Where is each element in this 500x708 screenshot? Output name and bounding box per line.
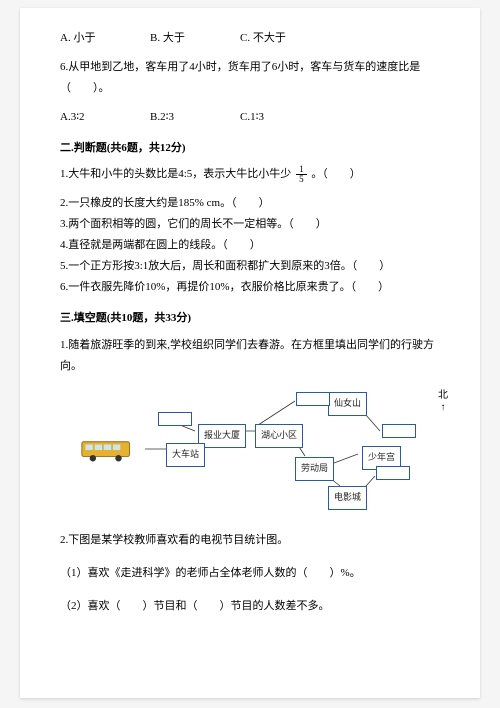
section-3-title: 三.填空题(共10题，共33分) bbox=[60, 308, 440, 329]
opt-text: 不大于 bbox=[253, 32, 286, 44]
judge-1: 1.大牛和小牛的头数比是4:5，表示大牛比小牛少 1 5 。（ ） bbox=[60, 164, 440, 185]
north-label: 北 bbox=[438, 390, 448, 402]
node-dianying: 电影城 bbox=[328, 486, 367, 509]
blank-box bbox=[382, 424, 416, 438]
fill-2-1: （1）喜欢《走进科学》的老师占全体老师人数的（ ）%。 bbox=[60, 563, 440, 584]
judge-3: 3.两个面积相等的圆，它们的周长不一定相等。（ ） bbox=[60, 214, 440, 235]
q5-opt-c: C. 不大于 bbox=[240, 28, 330, 49]
q6-text: 6.从甲地到乙地，客车用了4小时，货车用了6小时，客车与货车的速度比是（ ）。 bbox=[60, 57, 440, 99]
judge-4: 4.直径就是两端都在圆上的线段。（ ） bbox=[60, 235, 440, 256]
j1-pre: 1.大牛和小牛的头数比是4:5，表示大牛比小牛少 bbox=[60, 168, 291, 180]
j1-post: 。（ ） bbox=[311, 168, 361, 180]
section-2-title: 二.判断题(共6题，共12分) bbox=[60, 138, 440, 159]
node-laodong: 劳动局 bbox=[295, 457, 334, 480]
fill-2: 2.下图是某学校教师喜欢看的电视节目统计图。 bbox=[60, 530, 440, 551]
page: A. 小于 B. 大于 C. 不大于 6.从甲地到乙地，客车用了4小时，货车用了… bbox=[20, 8, 480, 698]
node-xiannv: 仙女山 bbox=[328, 392, 367, 415]
opt-text: 小于 bbox=[73, 32, 95, 44]
q6-opt-b: B.2∶3 bbox=[150, 107, 240, 128]
q5-options: A. 小于 B. 大于 C. 不大于 bbox=[60, 28, 440, 49]
opt-label: A. bbox=[60, 32, 71, 44]
blank-box bbox=[158, 412, 192, 426]
blank-box bbox=[296, 392, 330, 406]
node-baoye: 报业大厦 bbox=[198, 424, 246, 447]
north-arrow-icon: ↑ bbox=[438, 402, 448, 414]
opt-text: 大于 bbox=[163, 32, 185, 44]
judge-5: 5.一个正方形按3:1放大后，周长和面积都扩大到原来的3倍。（ ） bbox=[60, 256, 440, 277]
bus-icon bbox=[80, 436, 135, 472]
judge-6: 6.一件衣服先降价10%，再提价10%，衣服价格比原来贵了。（ ） bbox=[60, 277, 440, 298]
q5-opt-a: A. 小于 bbox=[60, 28, 150, 49]
q6-opt-c: C.1∶3 bbox=[240, 107, 330, 128]
north-indicator: 北 ↑ bbox=[438, 390, 448, 414]
fill-1: 1.随着旅游旺季的到来,学校组织同学们去春游。在方框里填出同学们的行驶方向。 bbox=[60, 335, 440, 377]
judge-2: 2.一只橡皮的长度大约是185% cm。（ ） bbox=[60, 193, 440, 214]
map-diagram: 仙女山 报业大厦 湖心小区 大车站 劳动局 少年宫 电影城 北 ↑ bbox=[80, 386, 420, 516]
node-dache: 大车站 bbox=[166, 443, 205, 466]
opt-label: C. bbox=[240, 32, 250, 44]
blank-box bbox=[376, 466, 410, 480]
fraction: 1 5 bbox=[296, 165, 307, 184]
q6-options: A.3∶2 B.2∶3 C.1∶3 bbox=[60, 107, 440, 128]
opt-label: B. bbox=[150, 32, 160, 44]
denominator: 5 bbox=[296, 175, 307, 184]
node-huxin: 湖心小区 bbox=[255, 424, 303, 447]
q6-opt-a: A.3∶2 bbox=[60, 107, 150, 128]
fill-2-2: （2）喜欢（ ）节目和（ ）节目的人数差不多。 bbox=[60, 596, 440, 617]
q5-opt-b: B. 大于 bbox=[150, 28, 240, 49]
